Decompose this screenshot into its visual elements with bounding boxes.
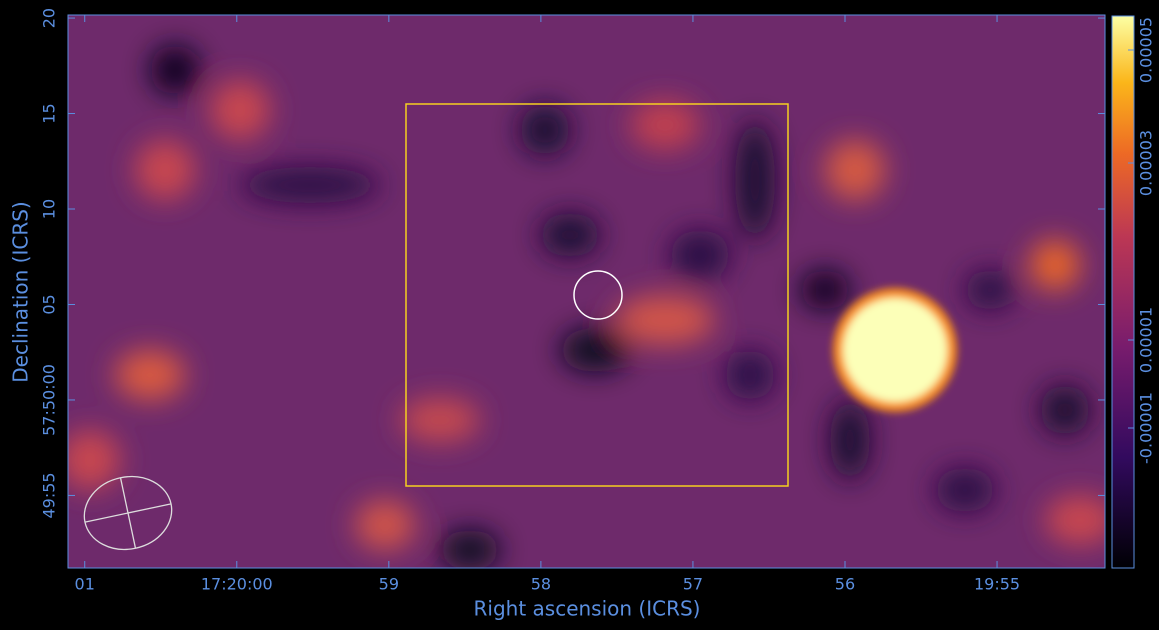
x-tick-label: 58 xyxy=(531,575,551,594)
y-tick-label: 15 xyxy=(40,103,59,123)
colorbar xyxy=(1112,16,1134,568)
x-tick-label: 57 xyxy=(683,575,703,594)
colorbar-tick-label: 0.00003 xyxy=(1137,130,1156,196)
page: Right ascension (ICRS) Declination (ICRS… xyxy=(0,0,1159,630)
colorbar-tick-label: 0.00001 xyxy=(1137,307,1156,373)
x-axis-label: Right ascension (ICRS) xyxy=(474,597,701,621)
colorbar-tick-label: -0.00001 xyxy=(1137,392,1156,464)
x-tick-label: 59 xyxy=(379,575,399,594)
x-tick-label: 17:20:00 xyxy=(201,575,273,594)
y-tick-label: 20 xyxy=(40,8,59,28)
x-tick-label: 56 xyxy=(835,575,855,594)
colorbar-tick-label: 0.00005 xyxy=(1137,17,1156,83)
x-tick-label: 19:55 xyxy=(974,575,1020,594)
x-tick-label: 01 xyxy=(75,575,95,594)
y-tick-label: 05 xyxy=(40,294,59,314)
y-tick-label: 57:50:00 xyxy=(40,364,59,436)
y-tick-label: 49:55 xyxy=(40,472,59,518)
chart: Right ascension (ICRS) Declination (ICRS… xyxy=(0,0,1159,630)
y-axis-label: Declination (ICRS) xyxy=(9,201,33,382)
y-tick-label: 10 xyxy=(40,199,59,219)
